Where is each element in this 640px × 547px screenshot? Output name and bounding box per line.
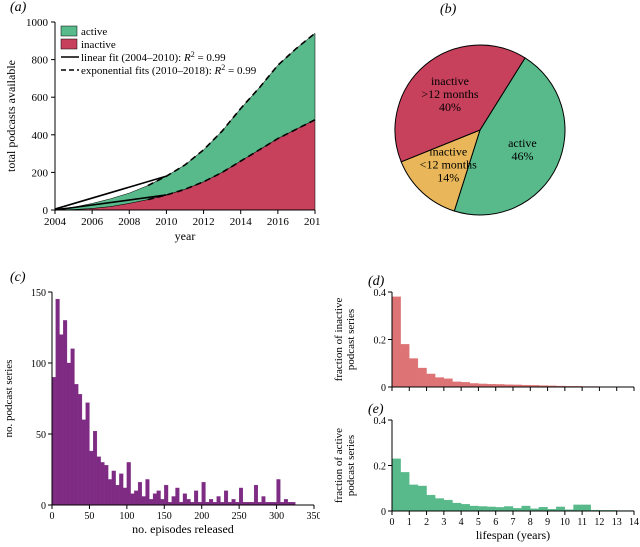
svg-text:8: 8 bbox=[528, 517, 533, 528]
panel-a-label: (a) bbox=[10, 0, 26, 16]
svg-text:inactive: inactive bbox=[81, 39, 116, 51]
svg-text:linear fit (2004–2010): R2 = 0: linear fit (2004–2010): R2 = 0.99 bbox=[81, 50, 226, 65]
svg-text:<12 months: <12 months bbox=[420, 157, 477, 171]
svg-text:2016: 2016 bbox=[267, 216, 290, 228]
svg-text:lifespan (years): lifespan (years) bbox=[476, 528, 550, 542]
svg-text:>12 months: >12 months bbox=[421, 87, 478, 101]
svg-text:no. episodes released: no. episodes released bbox=[132, 522, 234, 536]
svg-text:2006: 2006 bbox=[81, 216, 104, 228]
svg-text:13: 13 bbox=[612, 517, 622, 528]
svg-text:fraction of inactive: fraction of inactive bbox=[333, 298, 345, 382]
svg-text:fraction of active: fraction of active bbox=[333, 428, 345, 503]
svg-text:0.2: 0.2 bbox=[374, 336, 387, 347]
svg-text:0: 0 bbox=[381, 383, 386, 394]
panel-e-chart: 0123456789101112131400.20.4lifespan (yea… bbox=[330, 400, 640, 545]
panel-e: (e) 0123456789101112131400.20.4lifespan … bbox=[330, 400, 640, 545]
svg-text:100: 100 bbox=[31, 359, 46, 370]
panel-a-chart: 2004 2006 2008 2010 2012 2014 2016 2018 0 200 400 6… bbox=[0, 0, 320, 250]
svg-text:0: 0 bbox=[390, 517, 395, 528]
svg-text:50: 50 bbox=[84, 511, 94, 522]
svg-text:40%: 40% bbox=[439, 100, 461, 114]
svg-text:9: 9 bbox=[545, 517, 550, 528]
svg-text:5: 5 bbox=[476, 517, 481, 528]
svg-text:inactive: inactive bbox=[431, 74, 469, 88]
svg-text:300: 300 bbox=[269, 511, 284, 522]
svg-text:active: active bbox=[81, 26, 107, 38]
svg-text:6: 6 bbox=[493, 517, 498, 528]
svg-text:no. podcast series: no. podcast series bbox=[3, 360, 15, 438]
svg-text:0: 0 bbox=[381, 507, 386, 518]
svg-text:14%: 14% bbox=[437, 170, 459, 184]
svg-text:7: 7 bbox=[511, 517, 516, 528]
panel-d-chart: 00.20.4fraction of inactivepodcast serie… bbox=[330, 272, 640, 397]
svg-text:0.2: 0.2 bbox=[374, 462, 387, 473]
panel-d-label: (d) bbox=[368, 274, 384, 290]
svg-text:3: 3 bbox=[441, 517, 446, 528]
svg-text:2008: 2008 bbox=[118, 216, 140, 228]
svg-text:350: 350 bbox=[307, 511, 321, 522]
svg-text:2014: 2014 bbox=[230, 216, 253, 228]
svg-text:4: 4 bbox=[459, 517, 464, 528]
svg-text:150: 150 bbox=[157, 511, 172, 522]
svg-text:year: year bbox=[175, 229, 196, 243]
svg-text:12: 12 bbox=[594, 517, 604, 528]
svg-text:0: 0 bbox=[43, 205, 49, 217]
svg-text:11: 11 bbox=[577, 517, 587, 528]
svg-text:200: 200 bbox=[194, 511, 209, 522]
svg-text:1: 1 bbox=[407, 517, 412, 528]
svg-text:2010: 2010 bbox=[155, 216, 178, 228]
svg-text:active: active bbox=[508, 136, 537, 150]
svg-text:0: 0 bbox=[41, 501, 46, 512]
panel-b: (b) active46%inactive<12 months14%inacti… bbox=[320, 0, 640, 250]
svg-text:800: 800 bbox=[32, 55, 49, 67]
panel-c-chart: 050100150200250300350050100150no. episod… bbox=[0, 270, 320, 545]
svg-text:1000: 1000 bbox=[26, 17, 49, 29]
svg-text:10: 10 bbox=[560, 517, 570, 528]
svg-text:100: 100 bbox=[119, 511, 134, 522]
svg-text:150: 150 bbox=[31, 288, 46, 299]
panel-b-label: (b) bbox=[440, 2, 456, 18]
panel-d: (d) 00.20.4fraction of inactivepodcast s… bbox=[330, 272, 640, 397]
svg-text:2012: 2012 bbox=[193, 216, 215, 228]
svg-text:200: 200 bbox=[32, 167, 49, 179]
svg-text:2004: 2004 bbox=[44, 216, 67, 228]
panel-c: (c) 050100150200250300350050100150no. ep… bbox=[0, 270, 320, 545]
svg-text:600: 600 bbox=[32, 92, 49, 104]
svg-text:46%: 46% bbox=[511, 149, 533, 163]
svg-text:2: 2 bbox=[424, 517, 429, 528]
svg-text:400: 400 bbox=[32, 130, 49, 142]
panel-b-chart: active46%inactive<12 months14%inactive>1… bbox=[320, 0, 640, 250]
svg-text:2018: 2018 bbox=[304, 216, 320, 228]
svg-text:podcast series: podcast series bbox=[345, 435, 357, 496]
svg-text:podcast series: podcast series bbox=[345, 309, 357, 370]
svg-text:exponential fits (2010–2018):: exponential fits (2010–2018): R2 = 0.99 bbox=[81, 63, 257, 78]
svg-text:250: 250 bbox=[232, 511, 247, 522]
panel-c-label: (c) bbox=[10, 270, 26, 286]
svg-text:50: 50 bbox=[36, 430, 46, 441]
panel-e-label: (e) bbox=[368, 402, 384, 418]
svg-text:0: 0 bbox=[50, 511, 55, 522]
panel-a: (a) 200420062008201020122014201620180200… bbox=[0, 0, 320, 250]
svg-text:total podcasts available: total podcasts available bbox=[4, 60, 18, 172]
svg-text:14: 14 bbox=[629, 517, 639, 528]
